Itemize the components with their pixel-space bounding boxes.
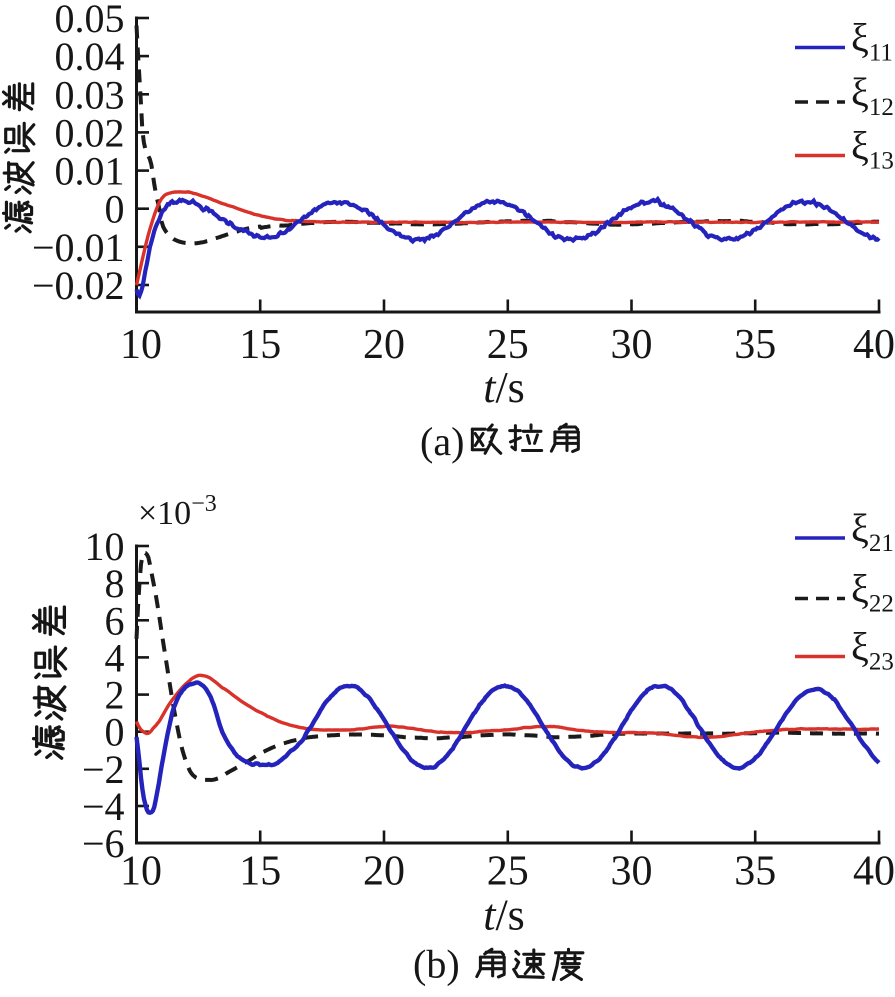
svg-text:30: 30 xyxy=(611,322,653,368)
svg-text:40: 40 xyxy=(853,322,895,368)
svg-text:25: 25 xyxy=(487,322,529,368)
svg-text:4: 4 xyxy=(105,635,125,680)
svg-text:35: 35 xyxy=(734,322,776,368)
svg-text:15: 15 xyxy=(239,322,281,368)
svg-text:(b): (b) xyxy=(413,942,460,987)
svg-text:t/s: t/s xyxy=(483,363,525,412)
svg-text:6: 6 xyxy=(105,598,125,643)
svg-text:t/s: t/s xyxy=(483,891,525,940)
svg-text:−6: −6 xyxy=(82,821,125,866)
svg-text:25: 25 xyxy=(487,849,529,895)
svg-text:−0.02: −0.02 xyxy=(32,263,125,308)
svg-text:0: 0 xyxy=(105,710,125,755)
svg-text:0.01: 0.01 xyxy=(55,149,125,194)
svg-text:8: 8 xyxy=(105,561,125,606)
svg-text:20: 20 xyxy=(363,322,405,368)
svg-text:30: 30 xyxy=(611,849,653,895)
svg-text:15: 15 xyxy=(239,849,281,895)
svg-text:0.03: 0.03 xyxy=(55,72,125,117)
svg-text:0: 0 xyxy=(105,187,125,232)
svg-text:35: 35 xyxy=(734,849,776,895)
svg-text:0.05: 0.05 xyxy=(55,0,125,41)
svg-text:40: 40 xyxy=(853,849,895,895)
svg-text:20: 20 xyxy=(363,849,405,895)
svg-text:0.02: 0.02 xyxy=(55,110,125,155)
svg-text:(a): (a) xyxy=(420,419,464,464)
svg-text:−0.01: −0.01 xyxy=(32,225,125,270)
svg-text:0.04: 0.04 xyxy=(55,34,125,79)
svg-text:−4: −4 xyxy=(82,784,125,829)
svg-text:−2: −2 xyxy=(82,747,125,792)
svg-text:10: 10 xyxy=(120,322,162,368)
svg-text:10: 10 xyxy=(120,849,162,895)
svg-text:2: 2 xyxy=(105,673,125,718)
svg-text:10: 10 xyxy=(85,524,125,569)
